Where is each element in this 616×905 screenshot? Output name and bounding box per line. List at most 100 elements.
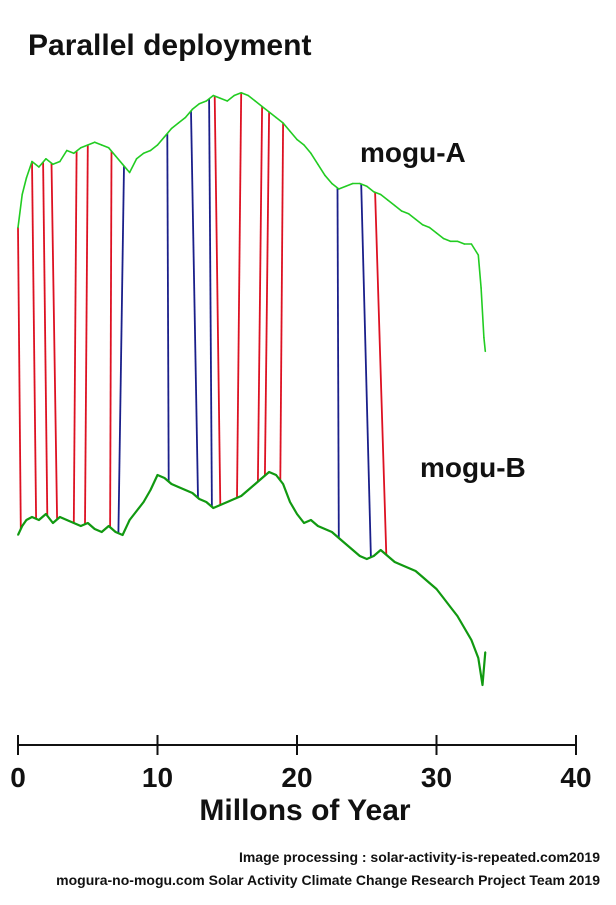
correspondence-line-blue [360,183,372,558]
data-point [331,531,333,533]
data-point [17,534,19,536]
data-point [191,108,194,111]
x-tick-label: 20 [281,762,312,793]
data-point [59,160,61,163]
data-point [184,489,187,491]
data-point [359,182,361,185]
data-point [21,193,24,196]
data-point [282,483,284,485]
data-point [442,237,445,240]
data-point [177,122,180,124]
data-point [484,651,487,653]
chart-title: Parallel deployment [28,29,311,62]
data-point [331,182,333,185]
series-label-mogu-a: mogu-A [360,137,466,168]
data-point [121,534,124,536]
data-point [345,543,347,545]
data-point [114,155,117,157]
data-point [421,224,424,226]
data-point [386,555,389,557]
data-point [317,163,319,166]
correspondence-line-red [109,150,113,528]
data-point [163,477,166,479]
data-point [163,136,166,138]
data-point [428,582,431,584]
data-point [324,174,326,177]
data-point [226,100,229,102]
correspondence-line-blue [190,110,199,498]
data-point [428,226,431,229]
data-point [212,507,215,509]
data-point [52,522,54,524]
data-point [73,152,75,155]
credit-image-processing: Image processing : solar-activity-is-rep… [239,849,600,865]
correspondence-line-red [257,106,263,482]
data-point [198,498,201,500]
credit-research-team: mogura-no-mogu.com Solar Activity Climat… [56,872,600,888]
data-point [261,105,263,108]
data-point [121,163,124,166]
data-point [379,549,382,551]
data-point [449,606,452,608]
data-point [184,116,187,119]
data-point [205,501,208,503]
data-point [442,597,445,599]
data-point [483,336,485,339]
correspondence-line-red [264,111,270,476]
data-point [240,92,242,94]
correspondence-line-red [17,227,22,530]
data-point [247,94,249,97]
data-point [400,564,403,566]
data-point [435,232,438,234]
data-point [87,522,89,524]
data-point [289,501,291,503]
x-tick-label: 0 [10,762,26,793]
data-point [25,177,28,179]
data-point [170,127,173,130]
data-point [379,193,382,196]
data-point [177,486,180,488]
data-point [233,498,235,500]
data-point [310,152,312,155]
data-point [456,615,459,617]
data-point [359,555,361,557]
data-point [25,519,28,521]
data-point [135,158,138,160]
data-point [87,144,89,146]
data-point [219,97,222,100]
data-point [296,513,298,515]
data-point [212,94,215,97]
series-mogu-b [17,470,487,687]
correspondence-line-blue [117,165,125,534]
data-point [393,561,396,563]
data-point [156,474,159,476]
x-axis-label: Millons of Year [199,794,410,827]
correspondence-lines [17,92,388,558]
x-axis: 0 10 20 30 40 [10,735,592,793]
data-point [226,501,229,503]
data-point [366,558,368,560]
data-point [449,240,452,243]
correspondence-line-red [31,161,37,519]
correspondence-line-red [72,150,78,524]
data-point [310,519,312,521]
data-point [205,100,208,102]
data-point [317,525,319,527]
data-point [93,528,96,530]
data-point [100,144,103,146]
data-point [484,350,487,353]
data-point [128,519,131,521]
correspondence-line-red [50,163,58,520]
data-point [156,144,159,146]
data-point [38,519,40,521]
correspondence-line-red [84,144,89,525]
x-tick-label: 40 [560,762,591,793]
correspondence-line-red [213,96,222,506]
data-point [191,492,194,494]
data-point [21,525,24,527]
data-point [38,166,40,168]
data-point [107,147,110,149]
data-point [470,243,473,245]
x-tick-label: 10 [142,762,173,793]
